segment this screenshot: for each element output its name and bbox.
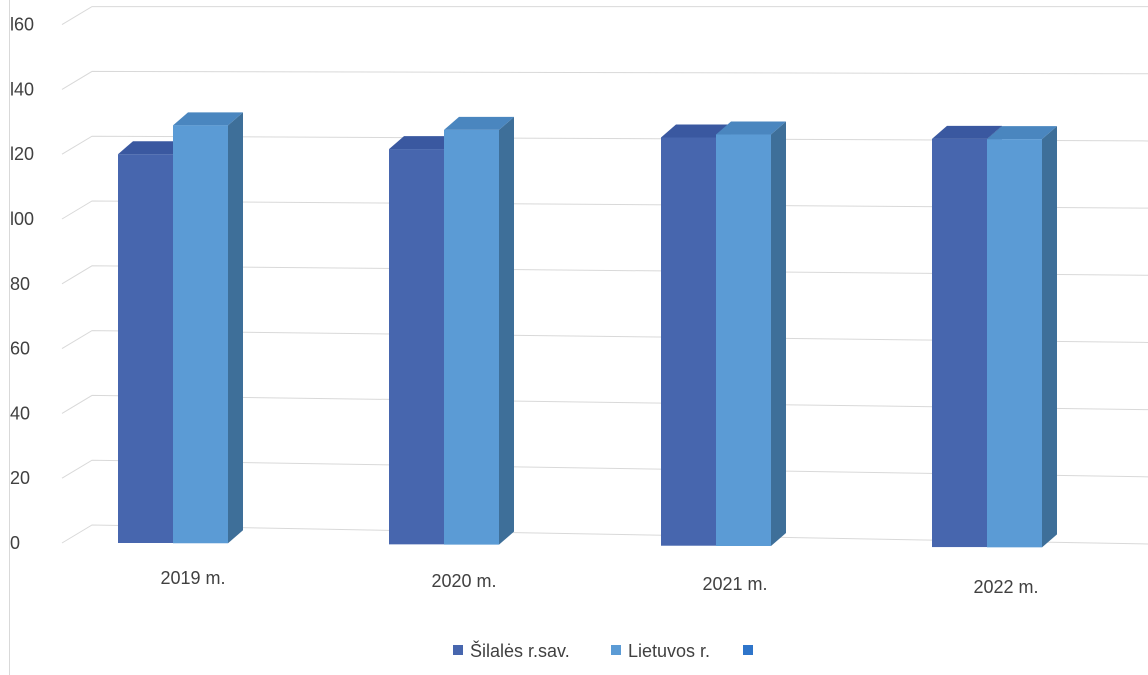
bar-side-face [771, 121, 786, 546]
legend-swatch [453, 645, 463, 655]
x-category-label: 2019 m. [160, 568, 225, 588]
y-tick-label: 0 [10, 533, 20, 553]
bar-side-face [1042, 126, 1057, 548]
gridline [61, 524, 1148, 545]
bar-top-face [661, 124, 731, 138]
y-tick-label: l60 [10, 15, 34, 35]
x-category-label: 2022 m. [973, 577, 1038, 597]
gridlines [61, 6, 1148, 545]
bar-top-face [987, 126, 1057, 140]
bar-front-face [444, 129, 499, 545]
y-tick-label: 80 [10, 274, 30, 294]
x-axis-category-labels: 2019 m. 2020 m. 2021 m. 2022 m. [160, 568, 1038, 597]
gridline [61, 330, 1148, 350]
legend-item: Lietuvos r. [611, 641, 710, 661]
gridline [61, 135, 1148, 155]
bar-front-face [389, 149, 444, 545]
gridline [61, 200, 1148, 220]
bar [987, 126, 1057, 548]
legend-item [743, 645, 753, 655]
legend-label: Šilalės r.sav. [470, 640, 570, 661]
bar-top-face [932, 125, 1002, 139]
legend-swatch [611, 645, 621, 655]
y-tick-label: l40 [10, 79, 34, 99]
bar-top-face [716, 121, 786, 135]
bar-front-face [173, 125, 228, 544]
bar [173, 112, 243, 544]
bar-side-face [228, 112, 243, 544]
y-tick-label: l20 [10, 144, 34, 164]
bar-front-face [716, 134, 771, 546]
x-category-label: 2021 m. [702, 574, 767, 594]
bar-top-face [173, 112, 243, 126]
y-tick-label: l00 [10, 209, 34, 229]
y-axis-tick-labels: 0 20 40 60 80 l00 l20 l40 l60 [10, 15, 34, 553]
gridline [61, 6, 1148, 26]
legend-label: Lietuvos r. [628, 641, 710, 661]
gridline [61, 265, 1148, 285]
legend-item: Šilalės r.sav. [453, 640, 570, 661]
y-tick-label: 20 [10, 468, 30, 488]
bar-front-face [932, 138, 987, 548]
gridline [61, 459, 1148, 479]
bar [716, 121, 786, 546]
bar-side-face [499, 116, 514, 545]
bar-front-face [987, 139, 1042, 548]
gridline [61, 70, 1148, 90]
bar-top-face [118, 141, 188, 155]
bar-front-face [118, 154, 173, 543]
gridline [61, 394, 1148, 414]
x-category-label: 2020 m. [431, 571, 496, 591]
bar-front-face [661, 137, 716, 546]
y-tick-label: 40 [10, 403, 30, 423]
bar [444, 116, 514, 545]
legend-swatch [743, 645, 753, 655]
bar-top-face [389, 136, 459, 150]
bars [118, 112, 1057, 548]
bar-top-face [444, 116, 514, 130]
y-tick-label: 60 [10, 339, 30, 359]
legend: Šilalės r.sav. Lietuvos r. [453, 640, 753, 661]
